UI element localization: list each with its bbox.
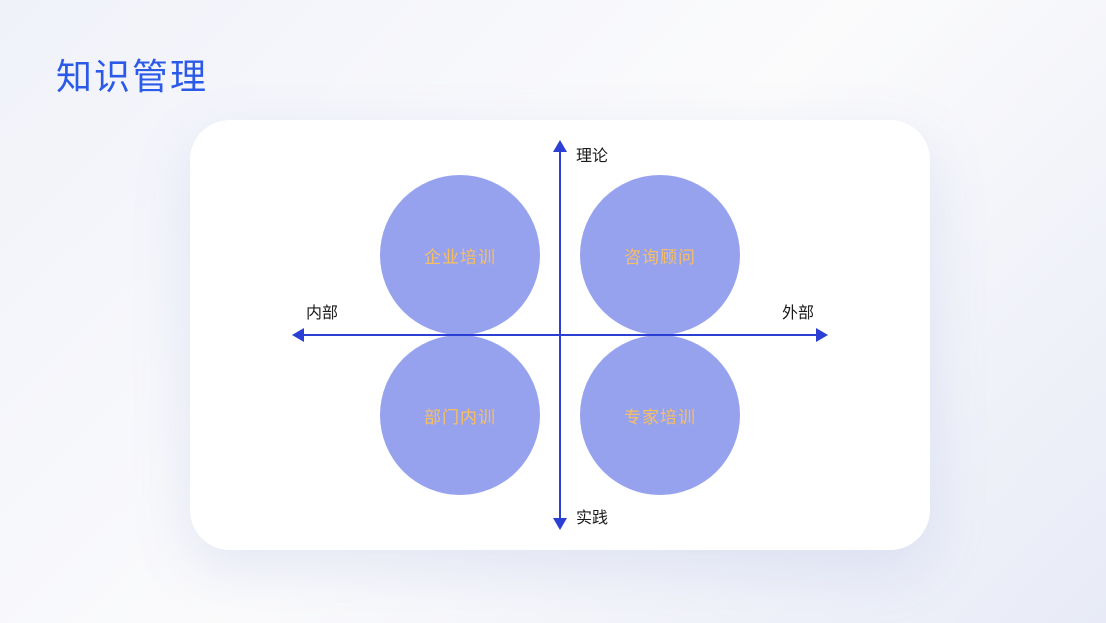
circle-top-left: 企业培训 xyxy=(380,175,540,335)
circle-top-right: 咨询顾问 xyxy=(580,175,740,335)
circle-label-top-left: 企业培训 xyxy=(424,243,496,268)
axis-label-top: 理论 xyxy=(576,142,608,166)
axis-label-left: 内部 xyxy=(306,299,338,323)
circle-label-bottom-left: 部门内训 xyxy=(424,403,496,428)
circle-label-top-right: 咨询顾问 xyxy=(624,243,696,268)
axis-label-bottom: 实践 xyxy=(576,504,608,528)
axis-vertical xyxy=(559,148,561,522)
circle-label-bottom-right: 专家培训 xyxy=(624,403,696,428)
circle-bottom-left: 部门内训 xyxy=(380,335,540,495)
axis-label-right: 外部 xyxy=(782,299,814,323)
page-title: 知识管理 xyxy=(56,48,208,100)
diagram-card: 企业培训 咨询顾问 部门内训 专家培训 理论 实践 内部 外部 xyxy=(190,120,930,550)
arrow-up-icon xyxy=(553,140,567,152)
quadrant-diagram: 企业培训 咨询顾问 部门内训 专家培训 理论 实践 内部 外部 xyxy=(190,120,930,550)
arrow-right-icon xyxy=(816,328,828,342)
circle-bottom-right: 专家培训 xyxy=(580,335,740,495)
arrow-down-icon xyxy=(553,518,567,530)
arrow-left-icon xyxy=(292,328,304,342)
